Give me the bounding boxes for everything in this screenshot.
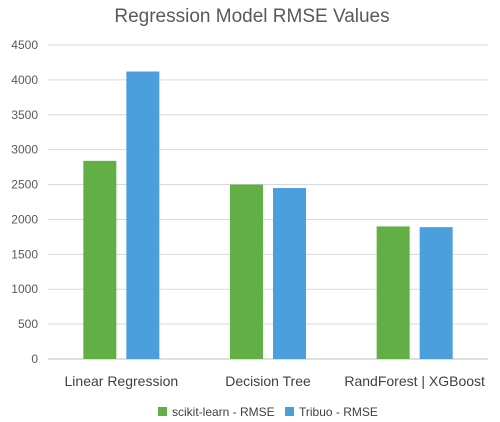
x-category-label: RandForest | XGBoost xyxy=(344,373,485,389)
bar-tribuo-2 xyxy=(419,227,453,359)
x-category-label: Decision Tree xyxy=(225,373,311,389)
y-tick-label: 2000 xyxy=(11,212,38,226)
y-tick-label: 4500 xyxy=(11,38,38,52)
x-category-label: Linear Regression xyxy=(65,373,179,389)
y-tick-label: 1500 xyxy=(11,247,38,261)
x-axis-categories: Linear Regression Decision Tree RandForest… xyxy=(65,373,486,389)
bar-scikit-learn-1 xyxy=(230,184,263,359)
y-tick-label: 0 xyxy=(31,352,38,366)
legend-label: Tribuo - RMSE xyxy=(299,405,378,419)
y-tick-label: 1000 xyxy=(11,282,38,296)
y-tick-label: 4000 xyxy=(11,73,38,87)
legend: scikit-learn - RMSE Tribuo - RMSE xyxy=(158,405,378,419)
y-tick-label: 2500 xyxy=(11,178,38,192)
gridlines xyxy=(48,44,488,360)
y-axis-ticks: 0 500 1000 1500 2000 2500 3000 3500 4000 4500 xyxy=(11,38,38,366)
y-tick-label: 500 xyxy=(18,317,38,331)
bar-tribuo-0 xyxy=(126,71,160,359)
bar-scikit-learn-2 xyxy=(376,226,410,359)
bar-scikit-learn-0 xyxy=(83,160,117,359)
legend-swatch xyxy=(285,407,294,416)
bars xyxy=(83,71,453,359)
legend-swatch xyxy=(158,407,167,416)
y-tick-label: 3000 xyxy=(11,143,38,157)
chart-title: Regression Model RMSE Values xyxy=(114,6,389,27)
legend-label: scikit-learn - RMSE xyxy=(172,405,275,419)
y-tick-label: 3500 xyxy=(11,108,38,122)
bar-tribuo-1 xyxy=(273,188,306,359)
